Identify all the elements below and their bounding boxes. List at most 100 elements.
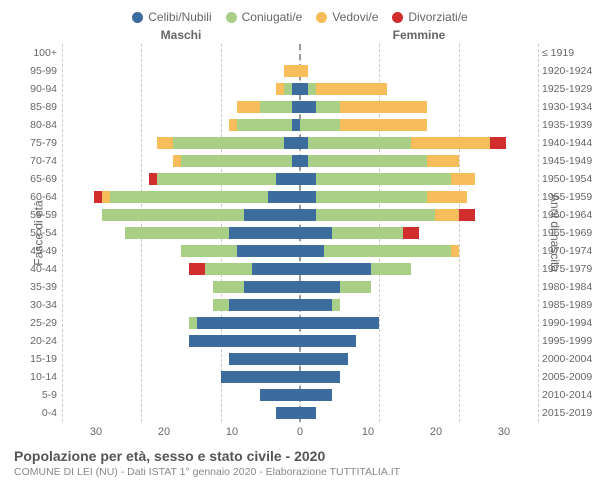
- female-bar: [300, 299, 538, 312]
- age-row: 30-341985-1989: [62, 296, 538, 314]
- legend-label: Coniugati/e: [242, 10, 303, 24]
- bar-segment: [451, 173, 475, 186]
- pyramid-chart: Fasce di età Anni di nascita 100+≤ 19199…: [0, 44, 600, 422]
- age-row: 90-941925-1929: [62, 80, 538, 98]
- birth-label: 1940-1944: [542, 137, 596, 149]
- bar-segment: [300, 65, 308, 78]
- age-label: 10-14: [17, 371, 57, 383]
- bar-segment: [221, 371, 300, 384]
- bar-segment: [292, 101, 300, 114]
- bar-segment: [229, 227, 300, 240]
- bar-segment: [292, 119, 300, 132]
- bar-segment: [189, 335, 300, 348]
- bar-segment: [300, 281, 340, 294]
- legend-swatch: [316, 12, 327, 23]
- bar-segment: [300, 263, 371, 276]
- bar-segment: [229, 119, 237, 132]
- bar-segment: [244, 209, 300, 222]
- legend-item: Coniugati/e: [226, 10, 303, 24]
- birth-label: 1920-1924: [542, 65, 596, 77]
- birth-label: 1935-1939: [542, 119, 596, 131]
- legend-item: Celibi/Nubili: [132, 10, 211, 24]
- bar-segment: [300, 137, 308, 150]
- bar-segment: [276, 83, 284, 96]
- bar-segment: [110, 191, 269, 204]
- bar-segment: [149, 173, 157, 186]
- female-bar: [300, 335, 538, 348]
- column-headers: Maschi Femmine: [0, 28, 600, 44]
- age-label: 30-34: [17, 299, 57, 311]
- bar-segment: [229, 353, 300, 366]
- birth-label: 1930-1934: [542, 101, 596, 113]
- bar-segment: [340, 281, 372, 294]
- bar-segment: [260, 101, 292, 114]
- birth-label: 1995-1999: [542, 335, 596, 347]
- bar-segment: [300, 155, 308, 168]
- bar-segment: [300, 389, 332, 402]
- bar-segment: [316, 83, 387, 96]
- bar-segment: [237, 245, 300, 258]
- bar-segment: [181, 155, 292, 168]
- age-row: 15-192000-2004: [62, 350, 538, 368]
- age-row: 5-92010-2014: [62, 386, 538, 404]
- chart-title: Popolazione per età, sesso e stato civil…: [14, 448, 586, 464]
- female-bar: [300, 65, 538, 78]
- bar-segment: [205, 263, 253, 276]
- age-label: 55-59: [17, 209, 57, 221]
- birth-label: 1990-1994: [542, 317, 596, 329]
- age-row: 85-891930-1934: [62, 98, 538, 116]
- bar-segment: [213, 281, 245, 294]
- birth-label: 1925-1929: [542, 83, 596, 95]
- age-label: 50-54: [17, 227, 57, 239]
- age-label: 90-94: [17, 83, 57, 95]
- bar-segment: [189, 263, 205, 276]
- bar-segment: [300, 317, 379, 330]
- female-bar: [300, 371, 538, 384]
- male-bar: [62, 263, 300, 276]
- footer: Popolazione per età, sesso e stato civil…: [0, 438, 600, 478]
- birth-label: 1945-1949: [542, 155, 596, 167]
- male-bar: [62, 101, 300, 114]
- bar-segment: [252, 263, 300, 276]
- bar-segment: [102, 191, 110, 204]
- bar-segment: [459, 209, 475, 222]
- bar-segment: [244, 281, 300, 294]
- x-tick: 10: [198, 426, 266, 438]
- bar-segment: [324, 245, 451, 258]
- male-bar: [62, 155, 300, 168]
- female-bar: [300, 281, 538, 294]
- bar-segment: [490, 137, 506, 150]
- bar-segment: [300, 371, 340, 384]
- female-bar: [300, 155, 538, 168]
- age-row: 100+≤ 1919: [62, 44, 538, 62]
- bar-segment: [189, 317, 197, 330]
- x-tick: 10: [334, 426, 402, 438]
- legend-label: Divorziati/e: [408, 10, 467, 24]
- header-female: Femmine: [300, 28, 538, 42]
- age-row: 35-391980-1984: [62, 278, 538, 296]
- bar-segment: [284, 83, 292, 96]
- age-row: 40-441975-1979: [62, 260, 538, 278]
- bar-segment: [157, 137, 173, 150]
- age-label: 15-19: [17, 353, 57, 365]
- age-label: 95-99: [17, 65, 57, 77]
- x-tick: 0: [266, 426, 334, 438]
- birth-label: 1950-1954: [542, 173, 596, 185]
- bar-segment: [403, 227, 419, 240]
- male-bar: [62, 227, 300, 240]
- birth-label: 1975-1979: [542, 263, 596, 275]
- female-bar: [300, 353, 538, 366]
- female-bar: [300, 137, 538, 150]
- bar-segment: [316, 209, 435, 222]
- bar-segment: [316, 173, 451, 186]
- bar-segment: [427, 155, 459, 168]
- bar-segment: [300, 245, 324, 258]
- header-male: Maschi: [62, 28, 300, 42]
- bar-segment: [173, 155, 181, 168]
- bar-segment: [125, 227, 228, 240]
- x-axis: 3020100102030: [0, 422, 600, 438]
- bar-segment: [340, 119, 427, 132]
- female-bar: [300, 227, 538, 240]
- female-bar: [300, 389, 538, 402]
- bar-segment: [237, 101, 261, 114]
